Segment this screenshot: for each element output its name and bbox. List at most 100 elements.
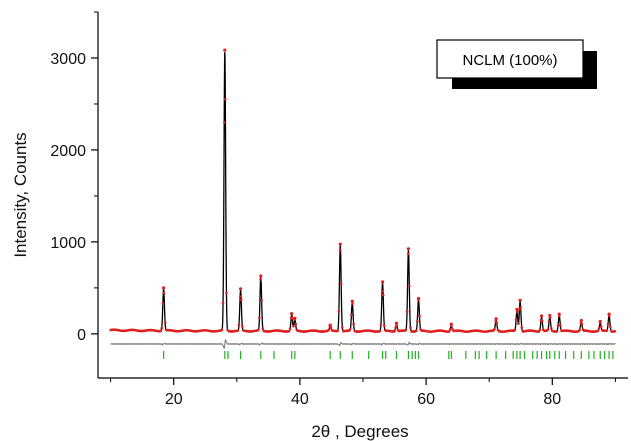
observed-point bbox=[341, 326, 344, 329]
observed-point bbox=[220, 328, 224, 332]
legend: NCLM (100%) bbox=[436, 39, 597, 89]
observed-point bbox=[221, 301, 225, 305]
observed-point bbox=[378, 329, 382, 333]
y-tick-label: 1000 bbox=[50, 235, 86, 252]
observed-point bbox=[556, 324, 560, 327]
observed-peak-point bbox=[598, 319, 602, 324]
observed-point bbox=[287, 329, 291, 333]
observed-peak-point bbox=[394, 321, 399, 325]
observed-point bbox=[261, 326, 265, 330]
observed-point bbox=[613, 329, 617, 333]
observed-point bbox=[159, 329, 162, 333]
observed-point bbox=[350, 313, 353, 316]
observed-peak-point bbox=[293, 316, 297, 320]
observed-point bbox=[237, 323, 241, 327]
observed-peak-point bbox=[338, 242, 342, 246]
observed-point bbox=[513, 328, 517, 332]
observed-point bbox=[547, 319, 551, 323]
observed-point bbox=[540, 319, 544, 323]
observed-point bbox=[348, 327, 352, 331]
observed-point bbox=[288, 327, 292, 331]
observed-peak-point bbox=[290, 312, 294, 316]
observed-point bbox=[493, 327, 496, 331]
observed-peak-point bbox=[416, 296, 421, 301]
axes: 20 40 60 80 0 1000 2000 3000 bbox=[50, 11, 628, 408]
x-axis-title: 2θ , Degrees bbox=[311, 422, 408, 441]
calculated-profile-line bbox=[110, 52, 616, 332]
plot-area bbox=[109, 48, 617, 359]
observed-point bbox=[546, 328, 550, 331]
observed-point bbox=[405, 310, 409, 313]
observed-point bbox=[160, 326, 164, 330]
observed-point bbox=[379, 323, 383, 326]
observed-peak-point bbox=[162, 286, 166, 290]
x-tick-label: 80 bbox=[543, 391, 561, 408]
legend-frame bbox=[436, 39, 584, 79]
observed-point bbox=[448, 328, 452, 331]
observed-point bbox=[519, 305, 522, 309]
observed-point bbox=[515, 310, 519, 314]
observed-point bbox=[555, 330, 559, 333]
y-tick-label: 3000 bbox=[50, 51, 86, 68]
observed-point bbox=[258, 316, 261, 319]
observed-point bbox=[239, 298, 243, 302]
observed-point bbox=[414, 329, 418, 333]
y-axis-title: Intensity, Counts bbox=[11, 132, 30, 257]
observed-point bbox=[408, 284, 411, 288]
observed-point bbox=[609, 325, 612, 329]
observed-point bbox=[580, 322, 584, 326]
observed-point bbox=[518, 308, 521, 311]
x-tick-label: 20 bbox=[165, 391, 183, 408]
observed-peak-point bbox=[607, 312, 611, 316]
observed-point bbox=[291, 317, 294, 320]
observed-point bbox=[578, 328, 581, 332]
observed-peak-point bbox=[259, 274, 263, 278]
observed-point bbox=[605, 329, 609, 332]
observed-peak-point bbox=[406, 247, 411, 251]
observed-point bbox=[596, 329, 600, 333]
observed-point bbox=[406, 252, 410, 256]
observed-point bbox=[327, 328, 330, 332]
observed-point bbox=[395, 324, 399, 327]
observed-point bbox=[404, 328, 408, 332]
observed-peak-point bbox=[557, 312, 561, 316]
observed-point bbox=[538, 328, 542, 332]
observed-point bbox=[222, 121, 226, 124]
observed-peak-point bbox=[223, 48, 227, 52]
observed-point bbox=[418, 314, 421, 318]
observed-point bbox=[241, 325, 244, 328]
observed-point bbox=[514, 318, 518, 322]
observed-point bbox=[447, 330, 451, 333]
observed-point bbox=[409, 326, 412, 329]
observed-peak-point bbox=[539, 314, 544, 318]
observed-point bbox=[238, 295, 242, 298]
observed-point bbox=[292, 324, 295, 328]
observed-point bbox=[339, 282, 343, 285]
observed-point bbox=[336, 329, 340, 332]
observed-point bbox=[260, 299, 263, 302]
observed-point bbox=[351, 302, 354, 305]
observed-point bbox=[549, 326, 553, 330]
observed-point bbox=[393, 329, 396, 333]
observed-point bbox=[337, 309, 341, 313]
observed-point bbox=[162, 291, 166, 295]
observed-points bbox=[109, 48, 617, 333]
observed-point bbox=[599, 325, 603, 329]
reflection-markers bbox=[163, 351, 614, 359]
observed-point bbox=[329, 326, 333, 329]
observed-peak-point bbox=[579, 318, 583, 323]
observed-peak-point bbox=[449, 322, 453, 326]
observed-peak-point bbox=[380, 280, 385, 284]
observed-point bbox=[163, 321, 167, 325]
observed-point bbox=[338, 248, 342, 252]
observed-point bbox=[597, 327, 601, 330]
observed-peak-point bbox=[328, 323, 332, 327]
observed-peak-point bbox=[494, 317, 498, 321]
observed-point bbox=[380, 289, 384, 293]
x-tick-label: 40 bbox=[291, 391, 309, 408]
observed-peak-point bbox=[548, 313, 552, 318]
y-tick-label: 2000 bbox=[50, 143, 86, 160]
observed-peak-point bbox=[350, 299, 354, 303]
observed-point bbox=[256, 328, 260, 332]
